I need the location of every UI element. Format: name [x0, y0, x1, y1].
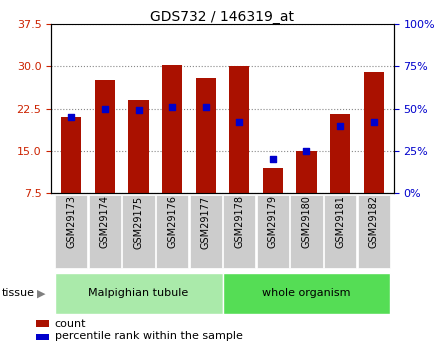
Bar [162, 65, 182, 193]
Bar [364, 72, 384, 193]
Text: GSM29173: GSM29173 [66, 196, 77, 248]
Text: GSM29177: GSM29177 [201, 196, 210, 249]
Text: GSM29180: GSM29180 [301, 196, 312, 248]
Bar [196, 78, 216, 193]
Text: GDS732 / 146319_at: GDS732 / 146319_at [150, 10, 295, 24]
Bar [190, 195, 222, 268]
Bar [330, 114, 350, 193]
Text: GSM29182: GSM29182 [368, 196, 379, 248]
Point [269, 157, 276, 162]
Bar [223, 195, 255, 268]
Bar [61, 117, 81, 193]
Bar [89, 195, 121, 268]
Point [370, 119, 377, 125]
Point [336, 123, 344, 128]
Point [101, 106, 109, 111]
Bar [357, 195, 390, 268]
Text: GSM29179: GSM29179 [268, 196, 278, 248]
Bar [55, 273, 222, 314]
Text: GSM29174: GSM29174 [100, 196, 110, 248]
Text: GSM29181: GSM29181 [335, 196, 345, 248]
Bar [222, 273, 390, 314]
Text: tissue: tissue [2, 288, 35, 298]
Bar [324, 195, 356, 268]
Bar [156, 195, 188, 268]
Bar [129, 100, 149, 193]
Point [68, 114, 75, 120]
Text: GSM29178: GSM29178 [235, 196, 244, 248]
Bar [229, 66, 249, 193]
Text: count: count [55, 319, 86, 329]
Bar [296, 151, 316, 193]
Text: GSM29176: GSM29176 [167, 196, 177, 248]
Text: GSM29175: GSM29175 [134, 196, 144, 249]
Bar [55, 195, 88, 268]
Text: ▶: ▶ [37, 288, 45, 298]
Bar [122, 195, 155, 268]
Text: Malpighian tubule: Malpighian tubule [89, 288, 189, 298]
Point [169, 104, 176, 110]
Bar [263, 168, 283, 193]
Bar [257, 195, 289, 268]
Text: whole organism: whole organism [262, 288, 351, 298]
Bar [95, 80, 115, 193]
Point [236, 119, 243, 125]
Bar [36, 320, 49, 327]
Point [303, 148, 310, 154]
Point [202, 104, 209, 110]
Text: percentile rank within the sample: percentile rank within the sample [55, 331, 243, 341]
Point [135, 108, 142, 113]
Bar [36, 334, 49, 340]
Bar [290, 195, 323, 268]
